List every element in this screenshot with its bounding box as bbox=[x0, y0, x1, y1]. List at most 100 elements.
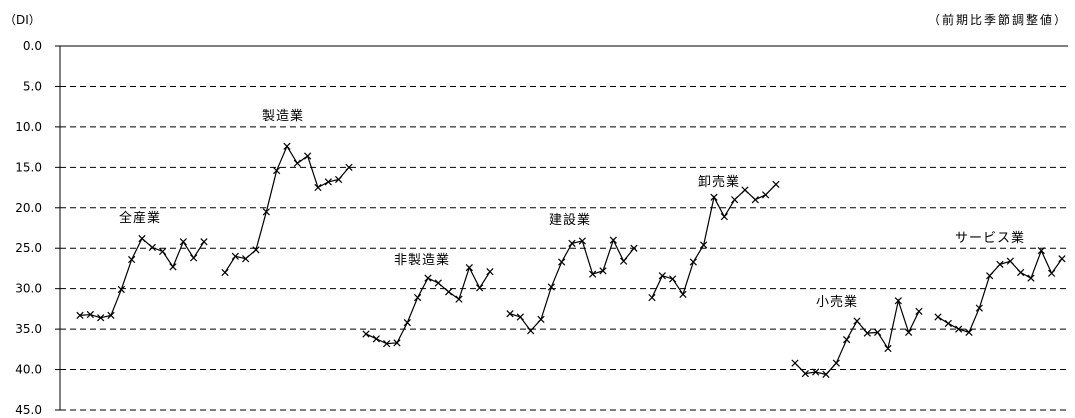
data-point-marker bbox=[1037, 247, 1045, 255]
data-point-marker bbox=[589, 270, 597, 278]
data-point-marker bbox=[720, 213, 728, 221]
data-point-marker bbox=[455, 295, 463, 303]
series-label: サービス業 bbox=[955, 230, 1025, 246]
data-point-marker bbox=[630, 244, 638, 252]
data-point-marker bbox=[986, 272, 994, 280]
data-point-marker bbox=[894, 297, 902, 305]
data-point-marker bbox=[445, 288, 453, 296]
grid-lines bbox=[60, 45, 1068, 411]
data-point-marker bbox=[772, 180, 780, 188]
data-point-marker bbox=[822, 370, 830, 379]
data-point-marker bbox=[169, 263, 177, 271]
series-path bbox=[79, 237, 205, 319]
data-point-marker bbox=[537, 315, 545, 324]
data-point-marker bbox=[283, 142, 291, 150]
data-point-marker bbox=[424, 274, 432, 282]
data-point-marker bbox=[486, 268, 494, 276]
data-point-marker bbox=[362, 330, 370, 338]
data-point-marker bbox=[975, 304, 983, 312]
series-path bbox=[365, 266, 491, 345]
data-point-marker bbox=[955, 325, 963, 333]
series-label: 非製造業 bbox=[394, 252, 450, 268]
data-point-marker bbox=[853, 317, 861, 325]
data-point-marker bbox=[751, 196, 759, 204]
y-tick-label: 30.0 bbox=[15, 282, 42, 296]
data-point-marker bbox=[884, 344, 892, 353]
data-point-marker bbox=[1006, 257, 1014, 265]
data-point-marker bbox=[304, 152, 312, 160]
data-point-marker bbox=[762, 191, 770, 199]
series-label: 全産業 bbox=[119, 210, 161, 226]
data-point-marker bbox=[314, 183, 322, 192]
data-point-marker bbox=[689, 258, 697, 266]
data-point-marker bbox=[801, 369, 809, 378]
data-point-marker bbox=[568, 239, 576, 247]
series-line bbox=[506, 236, 638, 335]
data-point-marker bbox=[190, 254, 198, 262]
series-label: 建設業 bbox=[549, 212, 591, 228]
data-point-marker bbox=[599, 267, 607, 275]
data-point-marker bbox=[791, 359, 799, 367]
data-point-marker bbox=[741, 186, 749, 194]
data-point-marker bbox=[335, 175, 343, 184]
data-point-marker bbox=[812, 368, 820, 376]
series-line bbox=[76, 234, 208, 322]
data-point-marker bbox=[200, 238, 208, 246]
data-point-marker bbox=[179, 238, 187, 246]
data-point-marker bbox=[221, 268, 229, 277]
data-point-marker bbox=[874, 328, 882, 336]
data-point-marker bbox=[578, 237, 586, 245]
data-point-marker bbox=[996, 260, 1004, 269]
data-point-marker bbox=[107, 311, 115, 319]
data-point-marker bbox=[273, 166, 281, 175]
data-point-marker bbox=[506, 310, 514, 318]
data-point-marker bbox=[345, 163, 353, 171]
series-label: 卸売業 bbox=[698, 174, 740, 190]
data-point-marker bbox=[465, 264, 473, 272]
series-path bbox=[937, 249, 1063, 334]
data-point-marker bbox=[558, 258, 566, 266]
data-point-marker bbox=[148, 243, 156, 252]
data-point-marker bbox=[403, 319, 411, 327]
data-point-marker bbox=[252, 246, 260, 254]
data-point-marker bbox=[843, 336, 851, 344]
y-tick-label: 40.0 bbox=[15, 363, 42, 377]
data-point-marker bbox=[159, 247, 167, 256]
data-point-marker bbox=[710, 193, 718, 201]
data-point-marker bbox=[905, 328, 913, 336]
data-point-marker bbox=[434, 279, 442, 287]
data-point-marker bbox=[915, 307, 923, 315]
y-tick-label: 5.0 bbox=[23, 79, 42, 93]
data-point-marker bbox=[609, 236, 617, 244]
y-tick-label: 20.0 bbox=[15, 201, 42, 215]
data-point-marker bbox=[97, 314, 105, 322]
data-point-marker bbox=[965, 328, 973, 336]
data-point-marker bbox=[944, 319, 952, 328]
data-point-marker bbox=[128, 255, 136, 264]
data-point-marker bbox=[1017, 268, 1025, 277]
data-point-marker bbox=[1048, 269, 1056, 277]
data-point-marker bbox=[242, 255, 250, 263]
data-point-marker bbox=[476, 284, 484, 292]
data-point-marker bbox=[324, 178, 332, 186]
data-point-marker bbox=[658, 272, 666, 280]
y-tick-label: 25.0 bbox=[15, 241, 42, 255]
data-point-marker bbox=[1027, 274, 1035, 282]
data-point-marker bbox=[383, 340, 391, 348]
data-point-marker bbox=[934, 313, 942, 321]
y-axis-label: （DI） bbox=[4, 13, 41, 27]
data-point-marker bbox=[117, 285, 125, 294]
series-path bbox=[509, 238, 635, 332]
data-point-marker bbox=[648, 293, 656, 302]
data-point-marker bbox=[731, 196, 739, 204]
y-tick-label: 15.0 bbox=[15, 160, 42, 174]
data-point-marker bbox=[1058, 255, 1066, 263]
data-point-marker bbox=[863, 329, 871, 337]
y-axis-ticks: 0.0 5.0 10.0 15.0 20.0 25.0 30.0 35.0 40.0 45.0 bbox=[15, 39, 60, 417]
data-point-marker bbox=[547, 283, 555, 291]
data-point-marker bbox=[669, 275, 677, 283]
data-point-marker bbox=[832, 359, 840, 367]
data-point-marker bbox=[262, 208, 270, 216]
